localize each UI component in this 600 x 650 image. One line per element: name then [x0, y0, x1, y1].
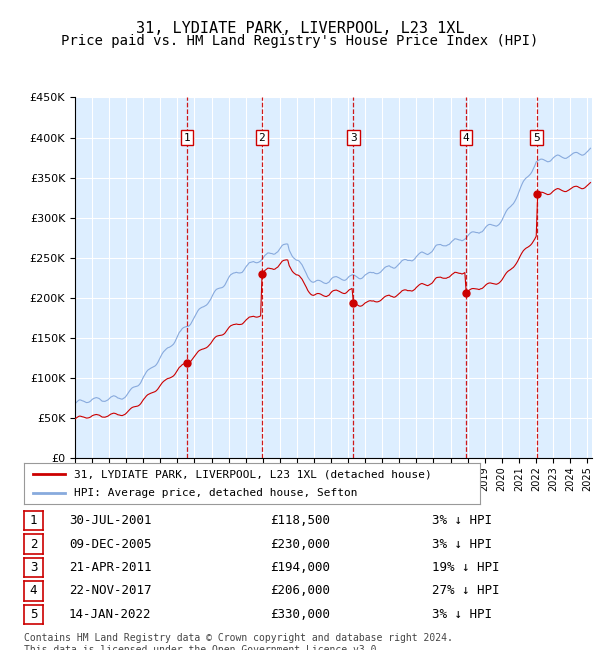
Text: 22-NOV-2017: 22-NOV-2017 — [69, 584, 151, 597]
Text: 3: 3 — [30, 561, 37, 574]
Text: 5: 5 — [533, 133, 540, 142]
Text: 3% ↓ HPI: 3% ↓ HPI — [432, 608, 492, 621]
Text: Contains HM Land Registry data © Crown copyright and database right 2024.
This d: Contains HM Land Registry data © Crown c… — [24, 633, 453, 650]
Text: 4: 4 — [463, 133, 469, 142]
Text: 27% ↓ HPI: 27% ↓ HPI — [432, 584, 499, 597]
Text: HPI: Average price, detached house, Sefton: HPI: Average price, detached house, Seft… — [74, 488, 358, 498]
Text: 21-APR-2011: 21-APR-2011 — [69, 561, 151, 574]
Text: 31, LYDIATE PARK, LIVERPOOL, L23 1XL (detached house): 31, LYDIATE PARK, LIVERPOOL, L23 1XL (de… — [74, 469, 432, 479]
Text: 4: 4 — [30, 584, 37, 597]
Text: 1: 1 — [30, 514, 37, 527]
Text: 14-JAN-2022: 14-JAN-2022 — [69, 608, 151, 621]
Text: £194,000: £194,000 — [270, 561, 330, 574]
Text: 5: 5 — [30, 608, 37, 621]
Text: 2: 2 — [30, 538, 37, 551]
Text: 31, LYDIATE PARK, LIVERPOOL, L23 1XL: 31, LYDIATE PARK, LIVERPOOL, L23 1XL — [136, 21, 464, 36]
Text: £230,000: £230,000 — [270, 538, 330, 551]
Text: 3% ↓ HPI: 3% ↓ HPI — [432, 514, 492, 527]
Text: 2: 2 — [259, 133, 265, 142]
Text: 3: 3 — [350, 133, 357, 142]
Text: £330,000: £330,000 — [270, 608, 330, 621]
Text: £206,000: £206,000 — [270, 584, 330, 597]
Text: 3% ↓ HPI: 3% ↓ HPI — [432, 538, 492, 551]
Text: 1: 1 — [184, 133, 191, 142]
Text: 09-DEC-2005: 09-DEC-2005 — [69, 538, 151, 551]
Text: Price paid vs. HM Land Registry's House Price Index (HPI): Price paid vs. HM Land Registry's House … — [61, 34, 539, 49]
Text: 30-JUL-2001: 30-JUL-2001 — [69, 514, 151, 527]
Text: £118,500: £118,500 — [270, 514, 330, 527]
Text: 19% ↓ HPI: 19% ↓ HPI — [432, 561, 499, 574]
